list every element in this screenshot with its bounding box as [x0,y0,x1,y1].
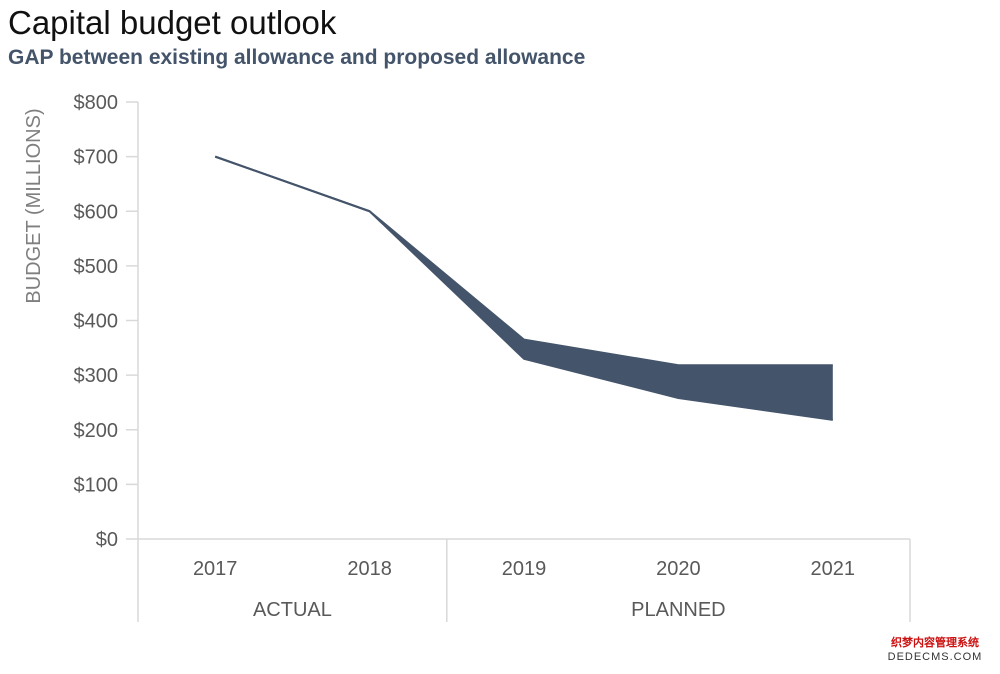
y-tick-label: $600 [74,201,119,223]
gap-area [215,156,833,420]
x-tick-label: 2018 [347,558,392,580]
x-tick-label: 2020 [656,558,701,580]
y-tick-label: $500 [74,256,119,278]
y-axis-label: BUDGET (MILLIONS) [23,108,45,303]
chart-subtitle: GAP between existing allowance and propo… [8,46,586,69]
group-label: ACTUAL [253,599,332,621]
y-tick-label: $400 [74,311,119,333]
proposed-allowance-line [214,155,833,367]
y-tick-label: $100 [74,474,119,496]
watermark-text: 织梦内容管理系统 [891,637,979,649]
y-tick-label: $700 [74,147,119,169]
existing-allowance-line [214,155,833,421]
chart-title: Capital budget outlook [8,4,337,41]
x-tick-label: 2021 [811,558,856,580]
x-tick-label: 2017 [193,558,238,580]
y-tick-label: $200 [74,420,119,442]
watermark: 织梦内容管理系统 DEDECMS.COM [880,636,990,664]
y-tick-label: $800 [74,92,119,114]
y-tick-label: $0 [96,529,118,551]
group-label: PLANNED [631,599,725,621]
y-tick-label: $300 [74,365,119,387]
x-tick-label: 2019 [502,558,547,580]
watermark-domain: DEDECMS.COM [887,651,983,663]
